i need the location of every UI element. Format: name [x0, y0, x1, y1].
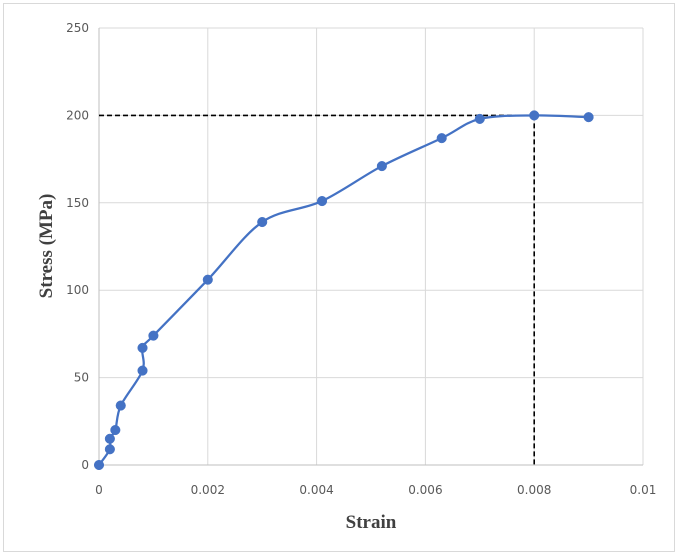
- data-series: [93, 110, 594, 471]
- x-tick-label: 0.002: [191, 483, 225, 497]
- tick-labels: 0 50 100 150 200 250 0 0.002 0.004 0.006 0.008 0.01: [66, 21, 656, 497]
- y-axis-title: Stress (MPa): [36, 194, 57, 299]
- x-tick-label: 0.008: [517, 483, 551, 497]
- x-tick-label: 0: [95, 483, 103, 497]
- data-point: [316, 196, 328, 207]
- data-point: [104, 444, 115, 455]
- y-tick-label: 250: [66, 21, 89, 35]
- data-point: [583, 112, 594, 123]
- data-point: [376, 161, 387, 172]
- reference-lines: [99, 114, 536, 465]
- data-point: [474, 113, 485, 124]
- x-tick-label: 0.006: [408, 483, 442, 497]
- data-point: [110, 424, 121, 436]
- data-point: [115, 400, 126, 411]
- y-tick-label: 150: [66, 196, 89, 210]
- data-point: [202, 274, 213, 285]
- data-point: [257, 216, 268, 228]
- x-axis-title: Strain: [346, 512, 397, 533]
- data-point: [436, 133, 447, 144]
- y-tick-label: 50: [74, 371, 89, 385]
- data-point: [137, 342, 148, 353]
- chart-frame: [3, 3, 675, 552]
- y-tick-label: 200: [66, 108, 89, 122]
- data-point: [529, 110, 540, 121]
- data-point: [93, 459, 105, 471]
- data-point: [104, 433, 115, 444]
- data-point: [148, 330, 159, 341]
- x-tick-label: 0.01: [630, 483, 657, 497]
- x-tick-label: 0.004: [299, 483, 333, 497]
- axes: [98, 28, 643, 466]
- y-tick-label: 100: [66, 283, 89, 297]
- y-tick-label: 0: [81, 458, 89, 472]
- data-point: [137, 365, 148, 376]
- gridlines: [99, 27, 644, 465]
